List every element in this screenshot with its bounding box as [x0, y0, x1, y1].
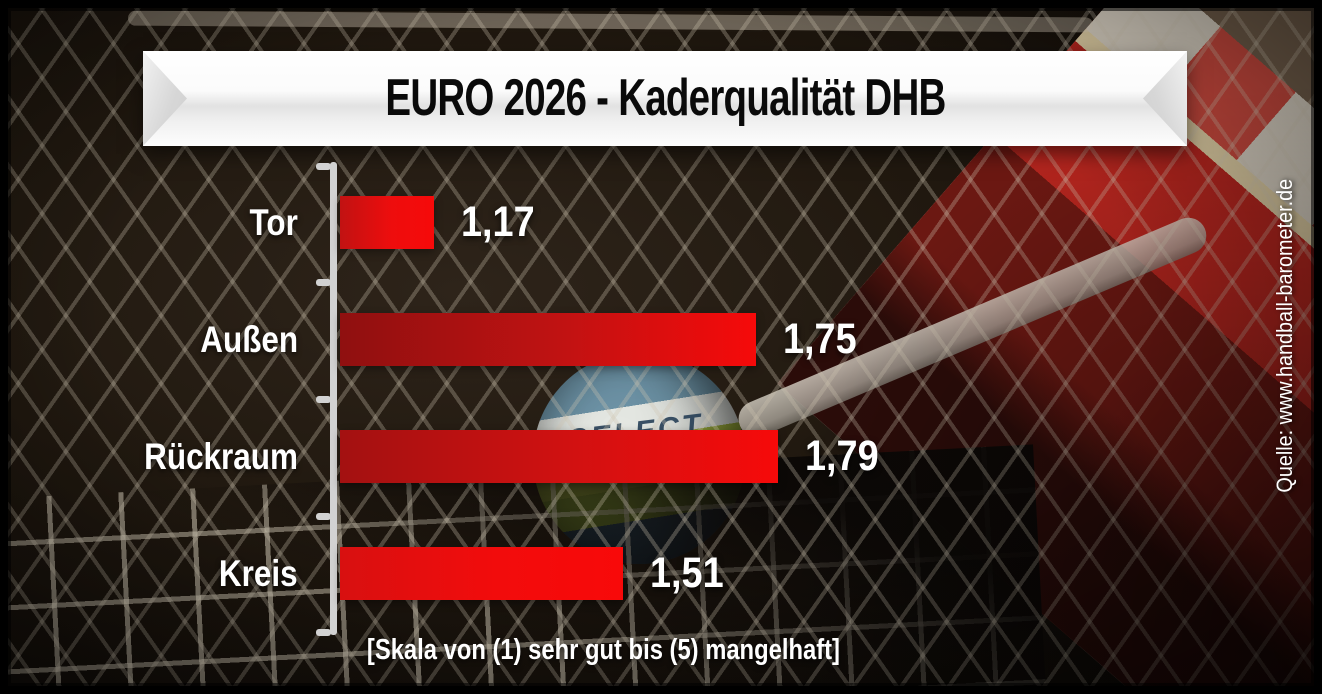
bar-2 — [340, 313, 756, 366]
title-banner: EURO 2026 - Kaderqualität DHB — [143, 51, 1187, 146]
bar-label-2: Außen — [200, 319, 298, 360]
axis-tick — [316, 279, 331, 286]
bar-4 — [340, 547, 623, 600]
bar-label-1: Tor — [249, 202, 298, 243]
bar-3 — [340, 430, 778, 483]
axis-tick — [316, 513, 331, 520]
scale-footnote: [Skala von (1) sehr gut bis (5) mangelha… — [366, 634, 840, 666]
axis-tick — [316, 396, 331, 403]
bar-1 — [340, 196, 434, 249]
bar-label-3: Rückraum — [144, 436, 298, 477]
chart-title: EURO 2026 - Kaderqualität DHB — [384, 69, 946, 127]
axis-tick — [316, 163, 331, 170]
y-axis-line — [330, 162, 337, 635]
bar-label-4: Kreis — [219, 553, 298, 594]
bar-value-2: 1,75 — [783, 315, 857, 363]
source-credit: Quelle: www.handball-barometer.de — [1272, 178, 1297, 493]
bar-value-3: 1,79 — [805, 432, 879, 480]
bar-value-4: 1,51 — [650, 549, 724, 597]
axis-tick — [316, 629, 331, 636]
bar-value-1: 1,17 — [461, 198, 535, 246]
